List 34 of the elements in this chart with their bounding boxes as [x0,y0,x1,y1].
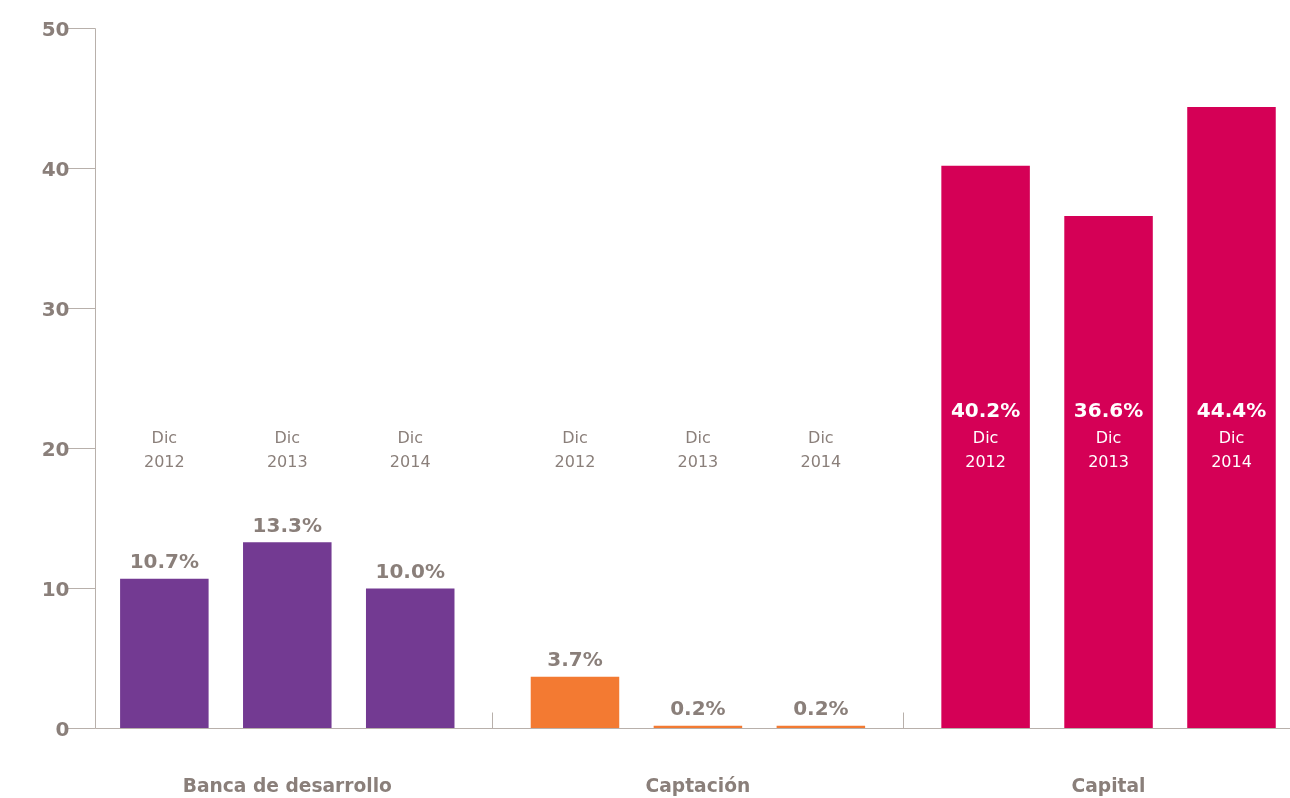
bar [530,676,620,729]
data-label: 10.7% [129,549,200,574]
y-tick-label: 20 [41,436,70,461]
x-tick-label: Dic 2014 [1211,427,1252,472]
data-label: 3.7% [547,647,603,672]
data-label: 40.2% [950,397,1021,422]
data-label: 36.6% [1073,397,1144,422]
y-tick-label: 50 [41,16,70,41]
x-tick-label: Dic 2013 [1088,427,1129,472]
y-tick-label: 40 [41,156,70,181]
data-label: 0.2% [793,696,849,721]
bar [365,588,455,729]
data-label: 13.3% [252,512,322,537]
bar [120,578,209,729]
bar [941,165,1030,729]
y-tick-label: 0 [55,716,70,741]
data-label: 10.0% [375,558,445,583]
x-tick-label: Dic 2014 [800,427,842,472]
x-tick-label: Dic 2012 [143,427,185,472]
x-tick-label: Dic 2014 [389,427,431,472]
y-tick-label: 30 [41,296,70,321]
text: Banca de desarrollo [182,774,393,796]
y-tick-label: 10 [41,576,70,601]
bar [1064,216,1153,729]
x-tick-label: Dic 2013 [677,427,719,472]
x-tick-label: Dic 2012 [965,427,1006,472]
text: Captación [645,774,751,796]
x-tick-label: Dic 2013 [266,427,308,472]
bar [1187,106,1276,729]
text: Capital [1071,774,1146,796]
x-tick-label: Dic 2012 [554,427,596,472]
data-label: 44.4% [1196,397,1267,422]
data-label: 0.2% [670,696,726,721]
bar [243,542,332,729]
